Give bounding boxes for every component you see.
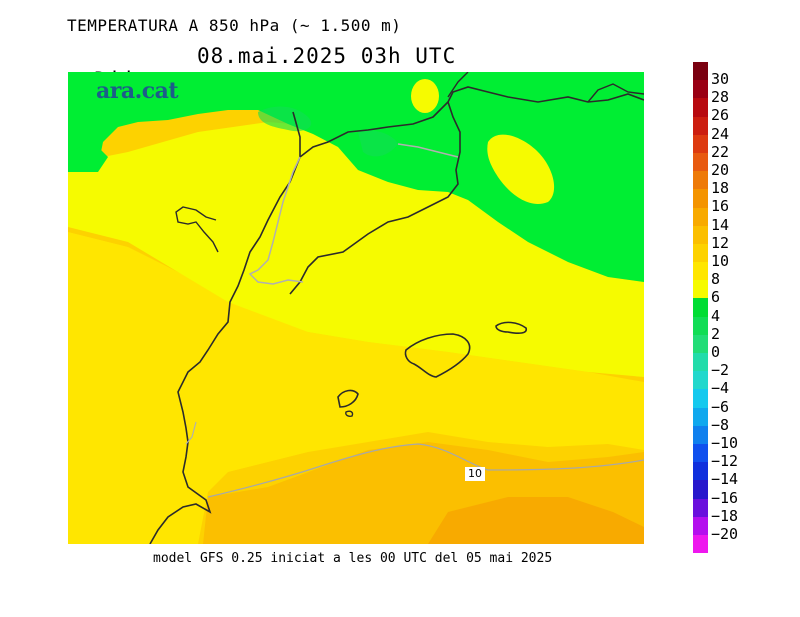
colorbar-segment	[693, 480, 708, 499]
coastline-west	[175, 206, 219, 253]
colorbar-segment	[693, 389, 708, 408]
colorbar-segment	[693, 152, 708, 172]
coastline-north-gulf	[447, 72, 469, 98]
island-mallorca	[404, 333, 471, 378]
band-14-16	[428, 497, 644, 544]
colorbar-label: 28	[711, 88, 730, 107]
colorbar-label: 24	[711, 124, 730, 143]
colorbar-label: 12	[711, 233, 730, 252]
colorbar-label: −8	[711, 415, 730, 434]
coastline-east	[587, 83, 644, 103]
island-menorca	[495, 321, 528, 334]
colorbar-segment	[693, 353, 708, 372]
colorbar-label: −16	[711, 488, 739, 507]
colorbar-segment	[693, 443, 708, 463]
colorbar-segment	[693, 225, 708, 244]
colorbar-label: −18	[711, 506, 739, 525]
forecast-date: 08.mai.2025 03h UTC	[197, 44, 457, 68]
warm-spot-east	[487, 134, 555, 204]
colorbar-label: 20	[711, 161, 730, 179]
band-4-6	[68, 72, 644, 282]
colorbar-label: 22	[711, 142, 730, 161]
colorbar-segment	[693, 134, 708, 153]
colorbar-segment	[693, 498, 708, 517]
colorbar-label: −10	[711, 434, 739, 452]
coastline-corsica	[289, 101, 461, 295]
map-title: TEMPERATURA A 850 hPa (~ 1.500 m)	[67, 16, 402, 35]
island-formentera	[345, 410, 354, 417]
colorbar-label: 8	[711, 270, 721, 289]
colorbar-label: 6	[711, 288, 721, 307]
colorbar-segment	[693, 280, 708, 299]
colorbar-segment	[693, 243, 708, 263]
contour-10-line	[207, 443, 644, 498]
border-east	[397, 143, 459, 158]
colorbar-label: 16	[711, 197, 730, 216]
colorbar-segment	[693, 80, 708, 99]
colorbar-segment	[693, 462, 708, 481]
band-2-4-b	[358, 130, 398, 157]
colorbar-label: 14	[711, 215, 730, 234]
colorbar-segment	[693, 207, 708, 226]
colorbar-segment	[693, 334, 708, 353]
temperature-map	[68, 72, 644, 544]
colorbar-segment	[693, 116, 708, 135]
colorbar-label: 4	[711, 306, 721, 325]
band-2-4	[258, 106, 312, 132]
border-pyrenees	[248, 156, 304, 285]
island-ibiza	[337, 389, 359, 408]
colorbar-label: 18	[711, 179, 730, 198]
colorbar-label: −14	[711, 470, 739, 489]
colorbar-segment	[693, 534, 708, 554]
colorbar-segment	[693, 425, 708, 444]
colorbar-segment	[693, 407, 708, 426]
green-patch-west	[68, 142, 108, 172]
colorbar-label: −20	[711, 525, 739, 543]
band-6-8	[68, 122, 644, 377]
colorbar-label: −4	[711, 379, 730, 398]
colorbar-label: −12	[711, 452, 739, 471]
colorbar-label: −2	[711, 361, 730, 380]
coastline-iberia	[149, 111, 301, 544]
border-south	[185, 421, 197, 445]
colorbar-segment	[693, 371, 708, 390]
ara-cat-logo: ara.cat	[96, 78, 179, 104]
warm-spot-north	[411, 79, 439, 113]
colorbar-segment	[693, 62, 708, 81]
temperature-colorbar	[693, 62, 708, 554]
colorbar-segment	[693, 189, 708, 208]
colorbar-label: 2	[711, 324, 721, 343]
model-info: model GFS 0.25 iniciat a les 00 UTC del …	[153, 551, 553, 566]
colorbar-segment	[693, 516, 708, 535]
colorbar-label: 30	[711, 70, 730, 88]
colorbar-segment	[693, 316, 708, 335]
colorbar-label: 26	[711, 106, 730, 125]
colorbar-segment	[693, 98, 708, 117]
band-8-10	[68, 232, 644, 544]
colorbar-segment	[693, 262, 708, 281]
colorbar-label: −6	[711, 397, 730, 416]
colorbar-segment	[693, 298, 708, 317]
contour-label-10: 10	[465, 467, 485, 481]
colorbar-label: 10	[711, 252, 730, 270]
colorbar-label: 0	[711, 343, 721, 361]
colorbar-segment	[693, 171, 708, 190]
